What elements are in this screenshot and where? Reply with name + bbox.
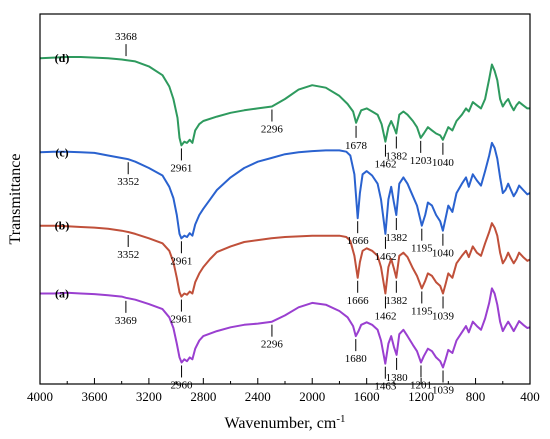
peak-label: 1666	[347, 295, 370, 307]
peak-label: 1462	[374, 159, 396, 171]
peak-label: 1666	[347, 235, 370, 247]
peak-label: 3352	[117, 249, 139, 261]
peak-label: 1195	[411, 243, 433, 255]
peak-label: 1040	[432, 248, 455, 260]
x-tick-label: 800	[466, 389, 486, 404]
x-tick-label: 4000	[27, 389, 53, 404]
peak-label: 1680	[345, 353, 368, 365]
x-axis-ticks: 4000 3600 3200 2800 2400 2000 1600 1200 800 400	[27, 378, 540, 404]
series-line	[39, 141, 531, 240]
series-line	[40, 287, 531, 369]
peak-label: 2296	[261, 339, 284, 351]
peak-label: 3369	[115, 315, 138, 327]
peak-label: 1462	[374, 310, 396, 322]
series-line	[40, 222, 531, 298]
series-line	[39, 56, 530, 147]
peak-label: 1462	[374, 251, 396, 263]
x-tick-label: 3600	[81, 389, 107, 404]
series-label: (b)	[55, 219, 70, 233]
x-axis-title-superscript: -1	[336, 413, 345, 425]
x-tick-label: 2400	[245, 389, 271, 404]
peak-label: 1678	[345, 140, 368, 152]
peak-label: 1201	[410, 379, 432, 391]
x-tick-label: 1600	[354, 389, 380, 404]
peak-label: 1195	[411, 305, 433, 317]
peak-label: 3352	[117, 176, 139, 188]
peak-label: 1039	[432, 384, 455, 396]
peak-label: 1382	[385, 151, 407, 163]
peak-label: 1382	[385, 232, 407, 244]
x-tick-label: 3200	[136, 389, 162, 404]
x-tick-label: 1200	[408, 389, 434, 404]
peak-label: 2961	[170, 162, 192, 174]
peak-label: 2961	[170, 314, 192, 326]
peak-label: 1040	[432, 157, 455, 169]
series-label: (d)	[55, 51, 70, 65]
peak-label: 1382	[385, 295, 407, 307]
peak-label: 2296	[261, 124, 284, 136]
series-label: (a)	[55, 286, 69, 300]
y-axis-title: Transmittance	[7, 154, 24, 245]
peak-label: 1039	[432, 310, 455, 322]
peak-label: 1380	[386, 372, 409, 384]
peak-label: 2961	[170, 255, 192, 267]
peak-label: 1203	[410, 155, 433, 167]
x-tick-label: 2800	[190, 389, 216, 404]
x-axis-title: Wavenumber, cm-1	[225, 413, 346, 432]
x-tick-label: 400	[520, 389, 540, 404]
peak-label: 3368	[115, 31, 138, 43]
plot-frame	[39, 13, 531, 385]
series-label: (c)	[55, 145, 68, 159]
x-tick-label: 2000	[299, 389, 325, 404]
x-axis-title-text: Wavenumber, cm	[225, 415, 337, 432]
